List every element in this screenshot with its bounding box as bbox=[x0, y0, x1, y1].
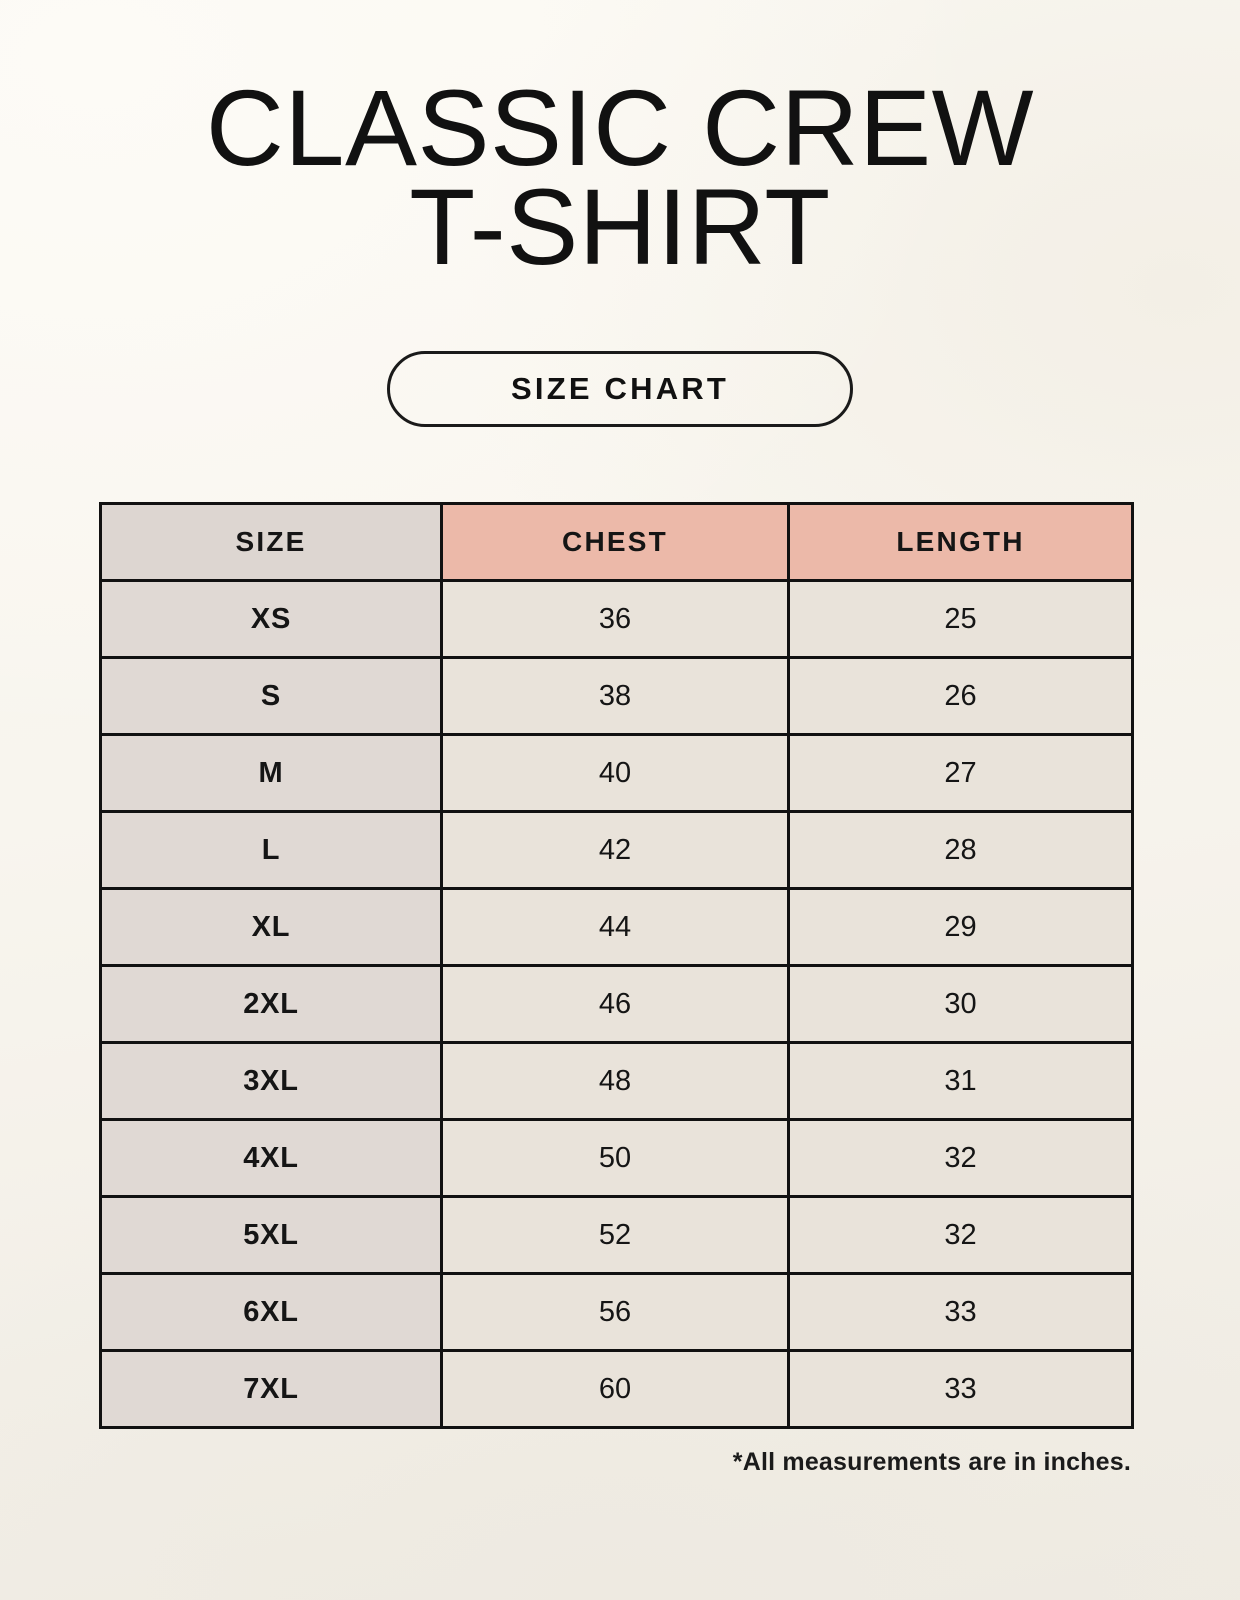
size-chart-table: SIZE CHEST LENGTH XS 36 25 S 38 26 M 40 27 L 42 28 X… bbox=[99, 502, 1134, 1429]
cell-chest: 48 bbox=[440, 1041, 790, 1121]
column-header-chest: CHEST bbox=[440, 502, 790, 582]
cell-length: 27 bbox=[787, 733, 1134, 813]
table-row: XS 36 25 bbox=[99, 579, 1134, 659]
cell-length: 33 bbox=[787, 1272, 1134, 1352]
cell-size: M bbox=[99, 733, 443, 813]
cell-chest: 50 bbox=[440, 1118, 790, 1198]
table-row: 3XL 48 31 bbox=[99, 1041, 1134, 1121]
badge-container: SIZE CHART bbox=[0, 351, 1240, 427]
cell-length: 29 bbox=[787, 887, 1134, 967]
page-title: CLASSIC CREW T-SHIRT bbox=[0, 67, 1240, 288]
cell-size: S bbox=[99, 656, 443, 736]
table-row: 2XL 46 30 bbox=[99, 964, 1134, 1044]
cell-length: 32 bbox=[787, 1195, 1134, 1275]
table-row: XL 44 29 bbox=[99, 887, 1134, 967]
table-row: 6XL 56 33 bbox=[99, 1272, 1134, 1352]
table-header: SIZE CHEST LENGTH bbox=[99, 502, 1134, 582]
cell-size: 6XL bbox=[99, 1272, 443, 1352]
cell-size: L bbox=[99, 810, 443, 890]
title-line-1: CLASSIC CREW bbox=[205, 67, 1035, 188]
title-line-2: T-SHIRT bbox=[409, 166, 831, 288]
table-row: S 38 26 bbox=[99, 656, 1134, 736]
cell-length: 33 bbox=[787, 1349, 1134, 1429]
cell-length: 25 bbox=[787, 579, 1134, 659]
cell-chest: 44 bbox=[440, 887, 790, 967]
table-header-row: SIZE CHEST LENGTH bbox=[99, 502, 1134, 582]
cell-size: XL bbox=[99, 887, 443, 967]
cell-length: 30 bbox=[787, 964, 1134, 1044]
cell-chest: 38 bbox=[440, 656, 790, 736]
cell-chest: 36 bbox=[440, 579, 790, 659]
table-row: 4XL 50 32 bbox=[99, 1118, 1134, 1198]
column-header-size: SIZE bbox=[99, 502, 443, 582]
size-chart-badge: SIZE CHART bbox=[387, 351, 853, 427]
cell-size: 7XL bbox=[99, 1349, 443, 1429]
cell-chest: 52 bbox=[440, 1195, 790, 1275]
cell-length: 26 bbox=[787, 656, 1134, 736]
cell-length: 31 bbox=[787, 1041, 1134, 1121]
cell-chest: 46 bbox=[440, 964, 790, 1044]
cell-size: 4XL bbox=[99, 1118, 443, 1198]
cell-size: 2XL bbox=[99, 964, 443, 1044]
cell-chest: 60 bbox=[440, 1349, 790, 1429]
column-header-length: LENGTH bbox=[787, 502, 1134, 582]
cell-size: 5XL bbox=[99, 1195, 443, 1275]
table-row: L 42 28 bbox=[99, 810, 1134, 890]
cell-size: 3XL bbox=[99, 1041, 443, 1121]
cell-chest: 56 bbox=[440, 1272, 790, 1352]
table-row: M 40 27 bbox=[99, 733, 1134, 813]
table-row: 5XL 52 32 bbox=[99, 1195, 1134, 1275]
measurements-footnote: *All measurements are in inches. bbox=[732, 1448, 1131, 1476]
table-body: XS 36 25 S 38 26 M 40 27 L 42 28 XL 44 29 2XL 46 30 3XL 48 3… bbox=[99, 579, 1134, 1429]
cell-length: 32 bbox=[787, 1118, 1134, 1198]
cell-size: XS bbox=[99, 579, 443, 659]
size-chart-badge-label: SIZE CHART bbox=[511, 371, 729, 406]
cell-chest: 40 bbox=[440, 733, 790, 813]
cell-chest: 42 bbox=[440, 810, 790, 890]
table-row: 7XL 60 33 bbox=[99, 1349, 1134, 1429]
cell-length: 28 bbox=[787, 810, 1134, 890]
